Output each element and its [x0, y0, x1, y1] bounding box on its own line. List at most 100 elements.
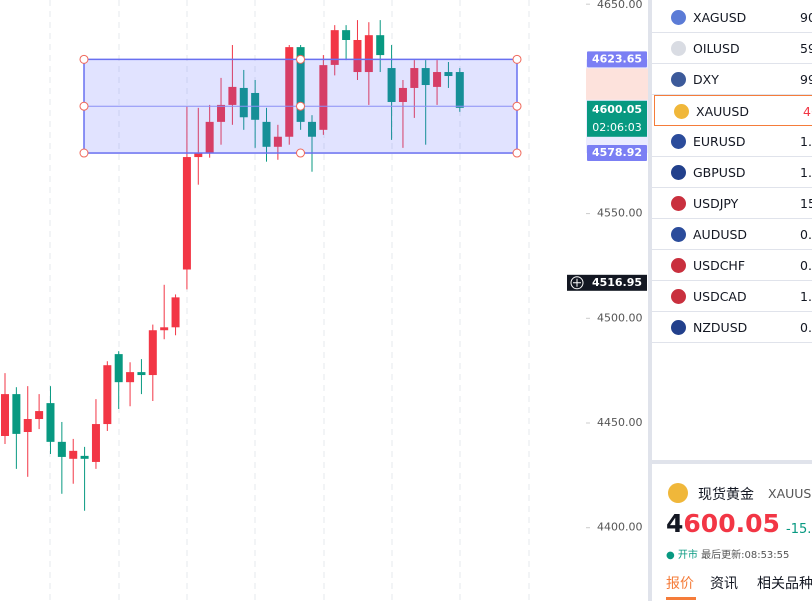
price: 0.8 — [800, 258, 812, 273]
candle-body — [69, 450, 78, 459]
watchlist-row[interactable]: USDCHF 0.8 — [652, 250, 812, 281]
sidebar: XAGUSD 90 OILUSD 59 DXY 99 XAUUSD 460 EURUSD 1.1 G… — [648, 0, 812, 601]
price: 1.3 — [800, 165, 812, 180]
price: 90 — [800, 10, 812, 25]
status-dot: ● — [666, 550, 675, 561]
symbol-icon — [671, 165, 686, 180]
watchlist-row[interactable]: DXY 99 — [652, 64, 812, 95]
price: 1.3 — [800, 289, 812, 304]
candle-body — [444, 72, 453, 77]
watchlist-row[interactable]: OILUSD 59 — [652, 33, 812, 64]
divider — [652, 460, 812, 464]
tab[interactable]: 相关品种 — [757, 576, 812, 592]
candle-body — [160, 327, 169, 331]
symbol: DXY — [693, 72, 719, 87]
watchlist-row[interactable]: XAGUSD 90 — [652, 2, 812, 33]
candle-body — [103, 365, 112, 425]
watchlist-row[interactable]: USDCAD 1.3 — [652, 281, 812, 312]
candle-body — [57, 441, 66, 457]
candle-body — [148, 330, 157, 376]
chart: 4650.00 4550.00 4500.00 4450.00 4400.00 4623.… — [1, 0, 648, 601]
y-tick-label: 4650.00 — [597, 0, 643, 11]
updated: 最后更新:08:53:55 — [701, 550, 790, 561]
candle-body — [80, 455, 89, 459]
watchlist-row[interactable]: GBPUSD 1.3 — [652, 157, 812, 188]
candle-body — [137, 372, 146, 376]
symbol: EURUSD — [693, 134, 746, 149]
last-price: 4600.05 — [592, 103, 642, 116]
symbol-icon — [671, 320, 686, 335]
candle-body — [35, 411, 44, 420]
candle-body — [285, 47, 294, 137]
symbol-icon — [671, 227, 686, 242]
candle-body — [228, 86, 237, 105]
top-label: 4623.65 — [592, 52, 642, 65]
candle-body — [330, 30, 339, 65]
detail-change: -15. — [786, 522, 812, 537]
top-label-bg — [587, 51, 647, 68]
candle-body — [91, 424, 100, 462]
tab[interactable]: 报价 — [666, 576, 694, 592]
box-handle — [512, 54, 522, 64]
candle-body — [46, 403, 55, 442]
box-handle — [512, 148, 522, 158]
symbol-icon — [671, 10, 686, 25]
bottom-label-bg — [587, 145, 647, 162]
box-handle — [512, 101, 522, 111]
watchlist-row[interactable]: USDJPY 158 — [652, 188, 812, 219]
candle-body — [194, 152, 203, 158]
candle-body — [273, 136, 282, 147]
price-head: 4 — [666, 509, 684, 538]
watchlist-row[interactable]: EURUSD 1.1 — [652, 126, 812, 157]
candle-body — [1, 394, 9, 436]
candle-body — [296, 47, 305, 122]
symbol: USDCHF — [693, 258, 746, 273]
symbol: GBPUSD — [693, 165, 746, 180]
symbol: XAUUSD — [696, 104, 749, 119]
symbol-icon — [671, 289, 686, 304]
detail-price: 4600.05 — [666, 509, 780, 538]
box-handle — [296, 148, 305, 158]
watchlist-row[interactable]: NZDUSD 0.5 — [652, 312, 812, 343]
detail-name: 现货黄金 — [698, 487, 754, 503]
candle-body — [114, 354, 123, 383]
price: 460 — [803, 104, 812, 119]
candle-body — [398, 87, 407, 102]
candle-body — [262, 121, 271, 147]
price: 1.1 — [800, 134, 812, 149]
y-tick-label: 4500.00 — [597, 311, 643, 324]
symbol: OILUSD — [693, 41, 740, 56]
box-handle — [296, 101, 305, 111]
watchlist-row[interactable]: XAUUSD 460 — [654, 95, 812, 126]
symbol-icon — [671, 134, 686, 149]
symbol: USDJPY — [693, 196, 739, 211]
candle-body — [205, 121, 214, 153]
watchlist-row[interactable]: AUDUSD 0.6 — [652, 219, 812, 250]
price: 158 — [800, 196, 812, 211]
y-tick-label: 4400.00 — [597, 521, 643, 534]
symbol: NZDUSD — [693, 320, 748, 335]
crosshair-plus — [570, 276, 584, 290]
y-tick-label: 4450.00 — [597, 416, 643, 429]
tab[interactable]: 资讯 — [710, 576, 738, 592]
price: 99 — [800, 72, 812, 87]
candle-body — [126, 372, 135, 383]
candle-body — [353, 39, 362, 73]
crosshair-plus-cross — [573, 278, 581, 287]
candle-body — [342, 30, 351, 40]
candle-body — [421, 68, 430, 86]
symbol: XAGUSD — [693, 10, 747, 25]
price: 0.5 — [800, 320, 812, 335]
candle-body — [319, 65, 328, 130]
last-price-bg — [587, 100, 647, 137]
candle-body — [12, 394, 21, 434]
candle-body — [455, 72, 464, 108]
axis-last-highlight — [586, 68, 648, 100]
bottom-label: 4578.92 — [592, 146, 642, 159]
candle-body — [364, 35, 373, 73]
status: 开市 — [677, 550, 698, 561]
price: 0.6 — [800, 227, 812, 242]
detail-symbol: XAUUSD — [768, 486, 812, 501]
crosshair-label-bg — [587, 274, 647, 291]
